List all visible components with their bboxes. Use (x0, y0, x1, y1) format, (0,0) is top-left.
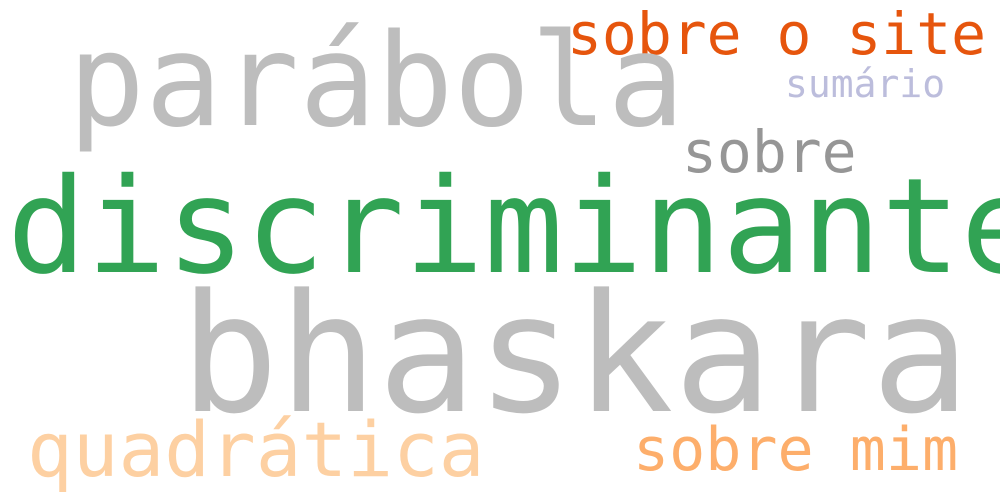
word-sobre-mim: sobre mim (633, 415, 959, 485)
word-discriminante: discriminante (7, 150, 1000, 304)
word-sobre: sobre (682, 118, 857, 186)
word-parabola: parábola (68, 7, 685, 156)
word-bhaskara: bhaskara (180, 259, 970, 450)
word-sumario: sumário (785, 62, 946, 106)
word-quadratica: quadrática (27, 405, 485, 494)
word-sobre-o-site: sobre o site (567, 0, 987, 68)
